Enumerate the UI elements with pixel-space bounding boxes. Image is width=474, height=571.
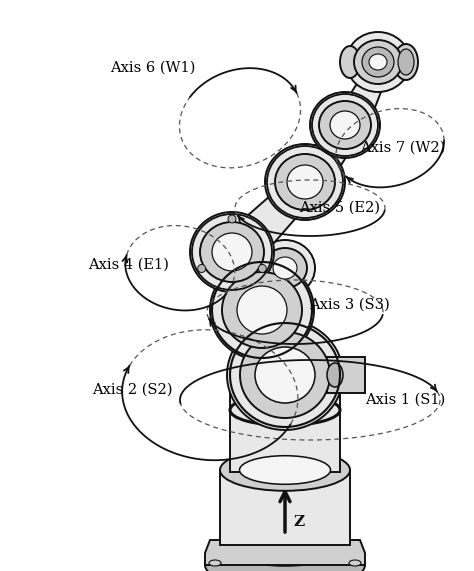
Ellipse shape [327, 363, 343, 387]
Ellipse shape [354, 40, 402, 84]
Text: Axis 7 (W2): Axis 7 (W2) [360, 141, 445, 155]
Ellipse shape [220, 449, 350, 491]
Ellipse shape [273, 257, 297, 279]
Ellipse shape [205, 541, 365, 571]
Ellipse shape [340, 46, 360, 78]
Ellipse shape [255, 347, 315, 403]
Ellipse shape [209, 560, 221, 566]
Ellipse shape [258, 264, 266, 272]
Ellipse shape [330, 111, 360, 139]
Ellipse shape [362, 47, 394, 77]
Ellipse shape [398, 49, 414, 75]
Text: Axis 1 (S1): Axis 1 (S1) [365, 393, 445, 407]
Polygon shape [230, 380, 340, 472]
Ellipse shape [252, 400, 318, 420]
Ellipse shape [220, 524, 350, 566]
Ellipse shape [346, 32, 410, 92]
Ellipse shape [319, 101, 371, 149]
Text: Axis 4 (E1): Axis 4 (E1) [88, 258, 169, 272]
Text: Axis 6 (W1): Axis 6 (W1) [109, 61, 195, 75]
Text: Z: Z [293, 515, 304, 529]
Ellipse shape [228, 215, 236, 223]
Bar [327, 357, 365, 393]
Ellipse shape [227, 320, 343, 430]
Ellipse shape [230, 364, 340, 396]
Ellipse shape [287, 165, 323, 199]
Ellipse shape [212, 233, 252, 271]
Ellipse shape [210, 260, 314, 360]
Ellipse shape [349, 560, 361, 566]
Polygon shape [238, 179, 311, 252]
Ellipse shape [198, 264, 206, 272]
Ellipse shape [394, 44, 418, 80]
Polygon shape [220, 470, 350, 545]
Ellipse shape [237, 286, 287, 334]
Text: Axis 2 (S2): Axis 2 (S2) [92, 383, 173, 397]
Polygon shape [345, 77, 383, 116]
Ellipse shape [190, 212, 274, 292]
Text: Axis 5 (E2): Axis 5 (E2) [299, 201, 380, 215]
Ellipse shape [265, 144, 345, 220]
Ellipse shape [310, 92, 380, 158]
Polygon shape [237, 327, 305, 388]
Ellipse shape [239, 456, 330, 484]
Ellipse shape [222, 272, 302, 348]
Ellipse shape [275, 154, 335, 210]
Ellipse shape [369, 54, 387, 70]
Ellipse shape [255, 240, 315, 296]
Polygon shape [205, 540, 365, 565]
Ellipse shape [263, 248, 307, 288]
Polygon shape [304, 131, 351, 179]
Ellipse shape [200, 222, 264, 282]
Ellipse shape [240, 332, 330, 418]
Polygon shape [219, 250, 289, 362]
Text: Axis 3 (S3): Axis 3 (S3) [309, 298, 390, 312]
